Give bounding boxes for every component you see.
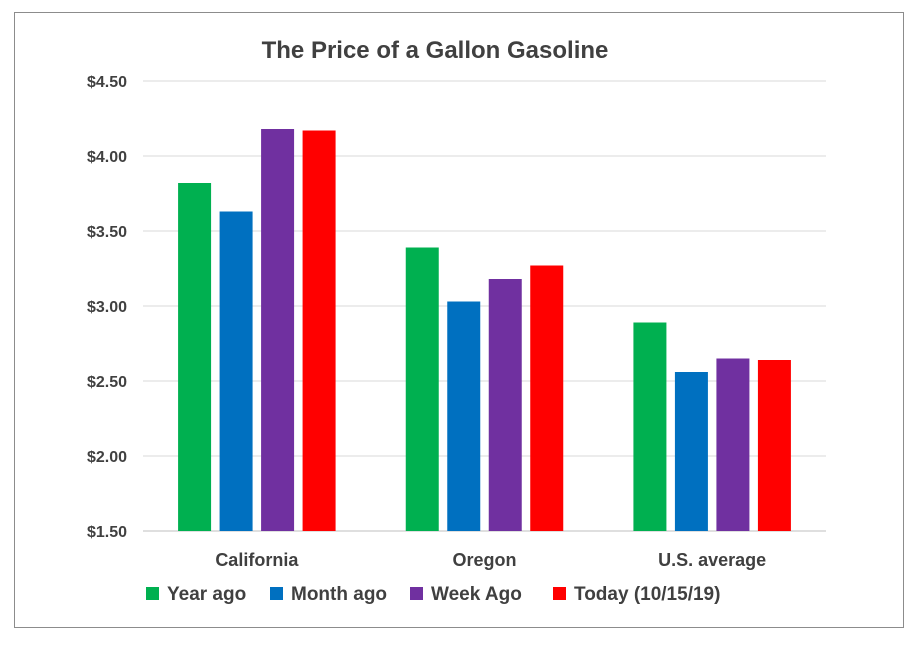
legend-label: Month ago — [291, 584, 387, 605]
y-axis-ticks: $1.50 $2.00 $2.50 $3.00 $3.50 $4.00 $4.50 — [87, 74, 127, 541]
legend-swatch — [410, 587, 423, 600]
bar-month-ago-oregon — [447, 301, 481, 531]
bar-month-ago-u-s-average — [674, 372, 708, 531]
y-tick-label: $4.50 — [87, 74, 127, 91]
x-category-label: U.S. average — [658, 550, 766, 570]
legend-label: Today (10/15/19) — [574, 584, 720, 605]
bar-year-ago-u-s-average — [633, 322, 667, 531]
y-tick-label: $3.00 — [87, 299, 127, 316]
bar-week-ago-u-s-average — [716, 358, 750, 531]
gridlines — [143, 80, 826, 532]
legend-label: Week Ago — [431, 584, 522, 605]
bar-today-10-15-19--oregon — [530, 265, 564, 531]
y-tick-label: $3.50 — [87, 224, 127, 241]
x-category-label: California — [215, 550, 299, 570]
legend: Year ago Month ago Week Ago Today (10/15/19… — [146, 584, 720, 605]
y-tick-label: $2.50 — [87, 374, 127, 391]
y-tick-label: $4.00 — [87, 149, 127, 166]
bars — [178, 129, 791, 531]
x-category-label: Oregon — [452, 550, 516, 570]
legend-swatch — [270, 587, 283, 600]
legend-swatch — [146, 587, 159, 600]
bar-year-ago-oregon — [405, 247, 439, 531]
bar-today-10-15-19--california — [302, 130, 336, 531]
bar-week-ago-california — [261, 129, 295, 531]
y-tick-label: $1.50 — [87, 524, 127, 541]
bar-today-10-15-19--u-s-average — [757, 360, 791, 531]
chart-title: The Price of a Gallon Gasoline — [262, 37, 609, 64]
bar-month-ago-california — [219, 211, 253, 531]
y-tick-label: $2.00 — [87, 449, 127, 466]
legend-label: Year ago — [167, 584, 246, 605]
bar-week-ago-oregon — [488, 279, 522, 531]
legend-swatch — [553, 587, 566, 600]
bar-year-ago-california — [178, 183, 212, 531]
x-axis-categories: California Oregon U.S. average — [215, 550, 766, 570]
